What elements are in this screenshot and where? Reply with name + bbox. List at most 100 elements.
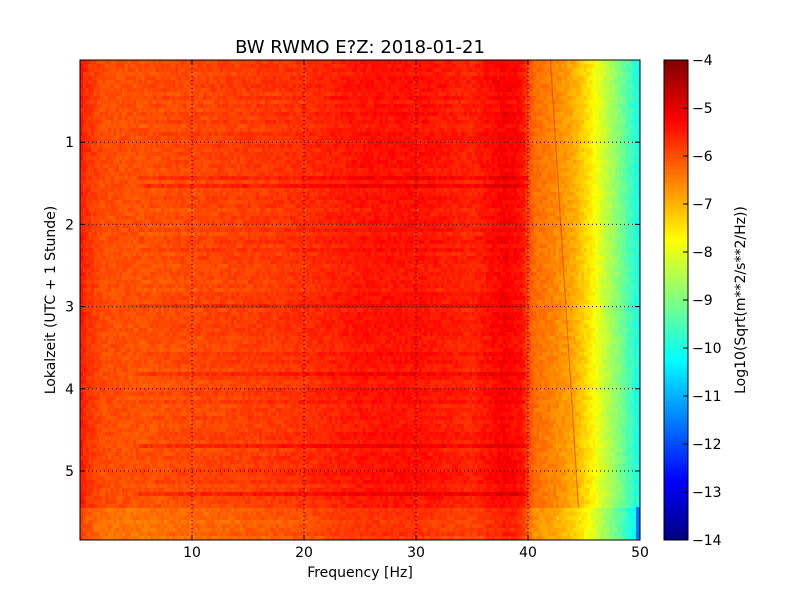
heatmap-cell <box>483 80 487 85</box>
heatmap-cell <box>309 124 313 129</box>
heatmap-cell <box>292 124 296 129</box>
heatmap-cell <box>620 88 624 93</box>
heatmap-cell <box>189 72 193 77</box>
heatmap-cell <box>304 140 308 145</box>
heatmap-cell <box>211 140 215 145</box>
heatmap-cell <box>396 92 400 97</box>
heatmap-cell <box>458 60 462 65</box>
heatmap-cell <box>273 152 277 157</box>
heatmap-cell <box>298 68 302 73</box>
heatmap-cell <box>329 120 333 125</box>
heatmap-cell <box>80 76 84 81</box>
heatmap-cell <box>589 108 593 113</box>
heatmap-cell <box>432 60 436 65</box>
heatmap-cell <box>435 64 439 69</box>
heatmap-cell <box>200 112 204 117</box>
heatmap-cell <box>371 112 375 117</box>
heatmap-cell <box>511 108 515 113</box>
heatmap-cell <box>488 96 492 101</box>
heatmap-cell <box>262 76 266 81</box>
heatmap-cell <box>259 112 263 117</box>
heatmap-cell <box>480 112 484 117</box>
heatmap-cell <box>130 156 134 161</box>
heatmap-cell <box>133 100 137 105</box>
heatmap-cell <box>463 156 467 161</box>
heatmap-cell <box>295 92 299 97</box>
heatmap-cell <box>259 68 263 73</box>
heatmap-cell <box>374 64 378 69</box>
heatmap-cell <box>603 60 607 65</box>
heatmap-cell <box>598 108 602 113</box>
heatmap-cell <box>234 100 238 105</box>
heatmap-cell <box>189 140 193 145</box>
heatmap-cell <box>110 144 114 149</box>
heatmap-cell <box>609 144 613 149</box>
heatmap-cell <box>385 124 389 129</box>
heatmap-cell <box>455 80 459 85</box>
heatmap-cell <box>340 132 344 137</box>
heatmap-cell <box>309 72 313 77</box>
heatmap-cell <box>421 92 425 97</box>
heatmap-cell <box>438 96 442 101</box>
heatmap-cell <box>424 112 428 117</box>
heatmap-cell <box>323 132 327 137</box>
heatmap-cell <box>539 144 543 149</box>
heatmap-cell <box>360 64 364 69</box>
heatmap-cell <box>337 156 341 161</box>
heatmap-cell <box>155 96 159 101</box>
heatmap-cell <box>595 92 599 97</box>
heatmap-cell <box>320 132 324 137</box>
heatmap-cell <box>449 156 453 161</box>
heatmap-cell <box>466 68 470 73</box>
heatmap-cell <box>371 76 375 81</box>
heatmap-cell <box>449 116 453 121</box>
heatmap-cell <box>259 120 263 125</box>
heatmap-cell <box>374 116 378 121</box>
heatmap-cell <box>276 116 280 121</box>
heatmap-cell <box>329 148 333 153</box>
heatmap-cell <box>376 104 380 109</box>
heatmap-cell <box>164 136 168 141</box>
heatmap-cell <box>105 104 109 109</box>
heatmap-cell <box>444 60 448 65</box>
heatmap-cell <box>446 132 450 137</box>
heatmap-cell <box>511 92 515 97</box>
heatmap-cell <box>626 72 630 77</box>
heatmap-cell <box>180 124 184 129</box>
heatmap-cell <box>276 136 280 141</box>
heatmap-cell <box>211 96 215 101</box>
heatmap-cell <box>102 84 106 89</box>
heatmap-cell <box>152 136 156 141</box>
heatmap-cell <box>211 72 215 77</box>
heatmap-cell <box>483 152 487 157</box>
heatmap-cell <box>614 84 618 89</box>
heatmap-cell <box>234 72 238 77</box>
heatmap-cell <box>379 80 383 85</box>
heatmap-cell <box>267 148 271 153</box>
heatmap-cell <box>315 148 319 153</box>
heatmap-cell <box>320 152 324 157</box>
heatmap-cell <box>186 152 190 157</box>
heatmap-cell <box>346 116 350 121</box>
heatmap-cell <box>220 116 224 121</box>
heatmap-cell <box>211 128 215 133</box>
heatmap-cell <box>318 156 322 161</box>
heatmap-cell <box>486 144 490 149</box>
heatmap-cell <box>211 68 215 73</box>
heatmap-cell <box>276 100 280 105</box>
heatmap-cell <box>147 132 151 137</box>
heatmap-cell <box>402 96 406 101</box>
heatmap-cell <box>203 112 207 117</box>
heatmap-cell <box>334 112 338 117</box>
heatmap-cell <box>466 92 470 97</box>
heatmap-cell <box>138 136 142 141</box>
heatmap-cell <box>172 88 176 93</box>
heatmap-cell <box>390 132 394 137</box>
heatmap-cell <box>410 100 414 105</box>
heatmap-cell <box>276 96 280 101</box>
heatmap-cell <box>180 128 184 133</box>
heatmap-cell <box>452 104 456 109</box>
heatmap-cell <box>511 120 515 125</box>
heatmap-cell <box>337 132 341 137</box>
heatmap-cell <box>102 136 106 141</box>
